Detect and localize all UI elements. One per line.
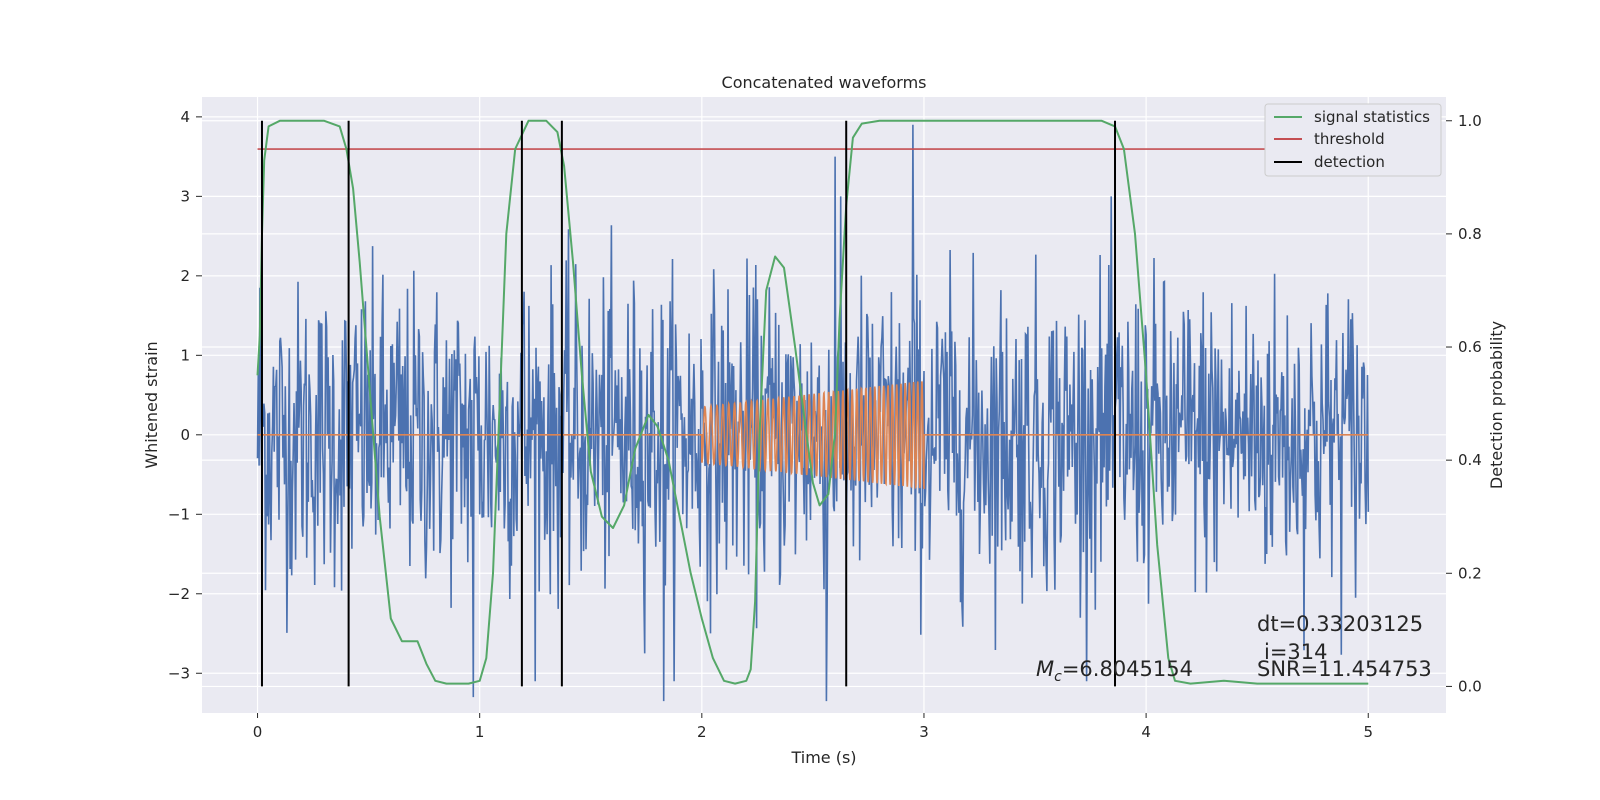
y2-tick-label-1: 0.2 <box>1458 564 1482 582</box>
x-tick-label-4: 4 <box>1141 723 1151 741</box>
y-tick-label-7: 4 <box>180 108 190 126</box>
legend: signal statistics threshold detection <box>1264 103 1442 177</box>
y-tick-label-3: 0 <box>180 426 190 444</box>
y2-axis-ticks: 0.0 0.2 0.4 0.6 0.8 1.0 <box>1446 112 1482 695</box>
legend-label-signal: signal statistics <box>1314 108 1430 126</box>
y2-tick-label-5: 1.0 <box>1458 112 1482 130</box>
y-tick-label-0: −3 <box>168 664 190 682</box>
y-tick-label-4: 1 <box>180 346 190 364</box>
x-tick-label-3: 3 <box>919 723 929 741</box>
y-tick-label-5: 2 <box>180 267 190 285</box>
annotation-i: i=314 <box>1264 640 1328 664</box>
annotation-dt: dt=0.33203125 <box>1257 612 1423 636</box>
signal-statistics-line <box>256 119 1369 685</box>
chart-title: Concatenated waveforms <box>722 73 927 92</box>
y2-axis-label: Detection probability <box>1487 321 1506 489</box>
annotation-mc: Mc=6.8045154 <box>1036 657 1193 685</box>
annotation-snr: SNR=11.454753 <box>1257 657 1432 681</box>
x-tick-label-0: 0 <box>253 723 263 741</box>
x-axis-ticks: 0 1 2 3 4 5 <box>253 713 1373 741</box>
y2-tick-label-4: 0.8 <box>1458 225 1482 243</box>
annotation-mc-value: =6.8045154 <box>1062 657 1193 681</box>
legend-label-detection: detection <box>1314 153 1385 171</box>
y-tick-label-6: 3 <box>180 187 190 205</box>
y2-tick-label-2: 0.4 <box>1458 451 1482 469</box>
y2-tick-label-0: 0.0 <box>1458 677 1482 695</box>
template-line <box>257 381 1369 490</box>
annotations: Mc=6.8045154 dt=0.33203125 i=314 SNR=11.… <box>1036 612 1432 685</box>
x-axis-label: Time (s) <box>790 748 856 767</box>
y-axis-label: Whitened strain <box>142 341 161 468</box>
y-axis-ticks: −3 −2 −1 0 1 2 3 4 <box>168 108 202 682</box>
y2-tick-label-3: 0.6 <box>1458 338 1482 356</box>
x-tick-label-2: 2 <box>697 723 707 741</box>
x-tick-label-5: 5 <box>1363 723 1373 741</box>
legend-box <box>1264 103 1442 177</box>
y-tick-label-1: −2 <box>168 585 190 603</box>
x-tick-label-1: 1 <box>475 723 485 741</box>
legend-label-threshold: threshold <box>1314 130 1385 148</box>
y-tick-label-2: −1 <box>168 505 190 523</box>
series-layer <box>256 119 1380 702</box>
